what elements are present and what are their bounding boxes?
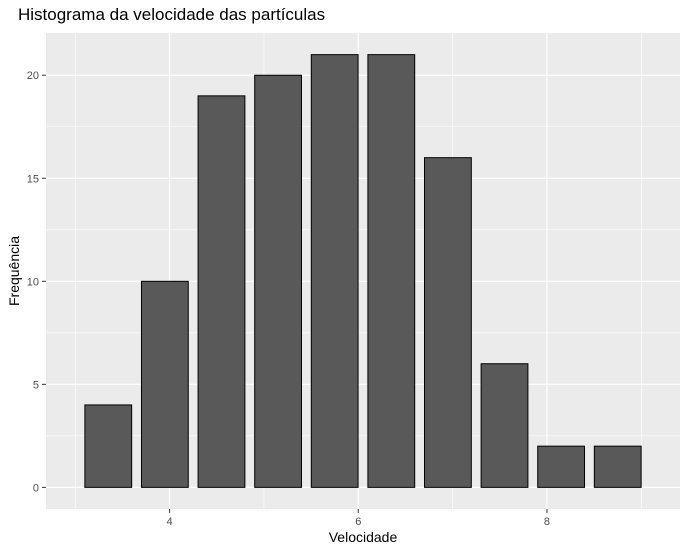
y-tick-label: 5 [33,379,39,391]
x-axis-title: Velocidade [329,529,398,545]
histogram-bar [310,54,359,488]
y-axis: 0 5 10 15 20 [27,70,46,494]
x-tick-label: 4 [167,516,173,528]
bars [84,54,642,488]
histogram-bar [424,157,472,488]
y-tick-label: 10 [27,276,39,288]
histogram-bar [593,445,642,488]
histogram-bar [480,363,529,488]
histogram-bar [84,404,133,488]
y-axis-title: Frequência [6,236,22,306]
y-tick-label: 15 [27,173,39,185]
y-tick-label: 20 [27,70,39,82]
x-axis: 4 6 8 [167,509,550,528]
x-tick-label: 8 [544,516,550,528]
histogram-bar [367,54,416,488]
chart-title: Histograma da velocidade das partículas [18,5,326,24]
histogram-bar [140,280,189,488]
histogram-bar [537,445,586,488]
x-tick-label: 6 [355,516,361,528]
histogram-bar [197,95,246,488]
y-tick-label: 0 [33,482,39,494]
histogram-bar [254,74,302,488]
